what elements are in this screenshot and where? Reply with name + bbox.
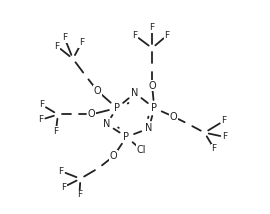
Text: F: F — [164, 31, 170, 40]
Text: F: F — [212, 144, 217, 153]
Text: F: F — [62, 33, 67, 42]
Text: N: N — [145, 123, 153, 133]
Text: N: N — [103, 119, 110, 129]
Text: F: F — [150, 23, 155, 32]
Text: F: F — [222, 132, 227, 141]
Text: F: F — [221, 116, 226, 125]
Text: Cl: Cl — [137, 145, 146, 155]
Text: P: P — [151, 103, 157, 113]
Text: F: F — [39, 100, 45, 109]
Text: F: F — [53, 127, 58, 136]
Text: F: F — [77, 190, 82, 199]
Text: O: O — [87, 110, 95, 119]
Text: O: O — [110, 151, 117, 161]
Text: F: F — [38, 115, 43, 124]
Text: F: F — [61, 183, 66, 192]
Text: O: O — [94, 86, 101, 96]
Text: F: F — [54, 42, 59, 51]
Text: P: P — [123, 132, 129, 142]
Text: N: N — [131, 88, 139, 98]
Text: F: F — [59, 167, 64, 176]
Text: F: F — [79, 38, 84, 47]
Text: O: O — [148, 81, 156, 91]
Text: F: F — [133, 31, 137, 40]
Text: O: O — [170, 112, 177, 122]
Text: P: P — [114, 103, 120, 113]
